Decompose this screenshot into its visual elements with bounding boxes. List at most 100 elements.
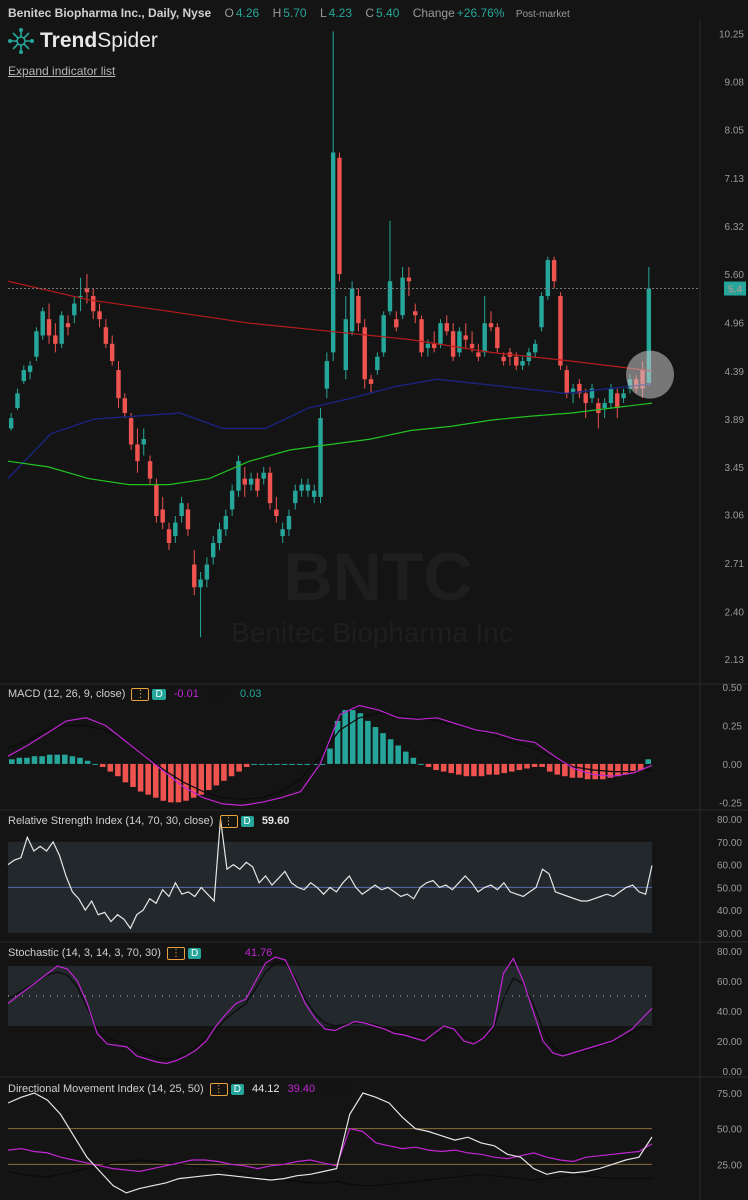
macd-hist-bar bbox=[448, 763, 455, 774]
macd-hist-bar bbox=[62, 754, 68, 764]
candle-body bbox=[236, 461, 241, 491]
macd-hist-bar bbox=[599, 763, 606, 780]
price-tick-label: 3.45 bbox=[725, 463, 745, 474]
candle-body bbox=[122, 398, 128, 414]
candle-body bbox=[242, 478, 247, 485]
candle-body bbox=[444, 323, 450, 332]
candle-body bbox=[8, 418, 14, 429]
candle bbox=[204, 557, 210, 588]
brand-name-rest: Spider bbox=[97, 29, 158, 52]
candle-body bbox=[27, 365, 33, 372]
macd-options-icon[interactable]: ⋮ bbox=[131, 688, 150, 701]
macd-hist-bar bbox=[266, 763, 273, 765]
macd-label: MACD (12, 26, 9, close) bbox=[8, 688, 126, 700]
macd-hist-bar bbox=[410, 757, 417, 764]
macd-hist-bar bbox=[274, 763, 280, 765]
candle-body bbox=[488, 323, 494, 328]
macd-hist-bar bbox=[554, 763, 561, 775]
candle-body bbox=[318, 418, 323, 497]
macd-tick-label: 0.50 bbox=[723, 683, 743, 694]
macd-hist-bar bbox=[54, 754, 61, 764]
price-tick-label: 4.96 bbox=[725, 318, 745, 329]
candle-body bbox=[173, 522, 178, 537]
candle-body bbox=[564, 370, 569, 394]
symbol-title: Benitec Biopharma Inc., Daily, Nyse bbox=[8, 6, 212, 20]
candle bbox=[286, 509, 292, 537]
candle bbox=[141, 428, 146, 456]
candle bbox=[495, 323, 500, 353]
stoch-tick-label: 60.00 bbox=[717, 977, 742, 988]
macd-hist-bar bbox=[471, 763, 477, 777]
macd-signal-value: -0.04 bbox=[206, 688, 232, 700]
dmi-timeframe-badge[interactable]: D bbox=[230, 1084, 244, 1095]
macd-hist-bar bbox=[69, 756, 76, 764]
macd-hist-bar bbox=[221, 763, 227, 781]
stochastic-options-icon[interactable]: ⋮ bbox=[166, 947, 185, 960]
candle bbox=[274, 496, 279, 523]
macd-hist-bar bbox=[168, 763, 174, 803]
candle bbox=[539, 292, 544, 332]
candle bbox=[34, 327, 39, 362]
candle-body bbox=[615, 393, 620, 409]
price-panel bbox=[0, 31, 748, 685]
last-price-label: 5.4 bbox=[728, 285, 742, 296]
stoch-tick-label: 20.00 bbox=[717, 1037, 742, 1048]
candle-body bbox=[602, 403, 607, 409]
candle-body bbox=[457, 331, 462, 353]
candle-body bbox=[330, 152, 336, 353]
candle bbox=[577, 379, 582, 399]
candle bbox=[343, 295, 348, 380]
candle bbox=[160, 496, 165, 530]
candle-body bbox=[469, 343, 475, 349]
macd-hist-bar bbox=[213, 763, 220, 786]
candle-body bbox=[185, 509, 191, 530]
candle bbox=[482, 295, 487, 357]
price-tick-label: 10.25 bbox=[719, 29, 744, 40]
macd-tick-label: -0.25 bbox=[719, 798, 742, 809]
candle bbox=[8, 413, 14, 431]
macd-hist-value: 0.03 bbox=[240, 688, 262, 700]
candle bbox=[476, 343, 481, 362]
rsi-tick-label: 30.00 bbox=[717, 929, 742, 940]
candle-body bbox=[337, 157, 342, 275]
macd-timeframe-badge[interactable]: D bbox=[152, 689, 166, 700]
candle-body bbox=[109, 343, 115, 362]
candle bbox=[570, 383, 576, 404]
macd-hist-bar bbox=[509, 763, 515, 772]
candle-body bbox=[40, 311, 45, 336]
dmi-adx-value: 44.12 bbox=[252, 1083, 280, 1095]
candle-body bbox=[425, 343, 431, 349]
stochastic-timeframe-badge[interactable]: D bbox=[187, 948, 202, 959]
price-tick-label: 9.08 bbox=[725, 78, 745, 89]
price-tick-label: 8.05 bbox=[725, 126, 745, 137]
stochastic-k-value: 41.76 bbox=[244, 947, 273, 959]
rsi-panel bbox=[0, 819, 748, 943]
candle-body bbox=[103, 327, 109, 344]
macd-hist-bar bbox=[562, 763, 568, 777]
macd-hist-bar bbox=[16, 757, 23, 764]
candle-body bbox=[166, 529, 172, 543]
macd-hist-bar bbox=[456, 763, 462, 775]
candle-body bbox=[476, 352, 481, 357]
macd-hist-bar bbox=[334, 720, 341, 764]
dmi-adx-line bbox=[7, 1092, 653, 1194]
rsi-timeframe-badge[interactable]: D bbox=[240, 816, 254, 827]
candle bbox=[596, 398, 601, 429]
candle bbox=[621, 388, 626, 404]
candle-body bbox=[646, 288, 652, 383]
macd-value: -0.01 bbox=[173, 688, 199, 700]
candle-body bbox=[438, 323, 443, 344]
candle bbox=[394, 311, 399, 332]
macd-hist-bar bbox=[569, 763, 576, 778]
candle bbox=[457, 327, 462, 357]
candle bbox=[501, 352, 506, 366]
macd-hist-bar bbox=[327, 748, 333, 764]
expand-indicator-list-link[interactable]: Expand indicator list bbox=[8, 64, 116, 78]
candle-body bbox=[539, 295, 544, 328]
candle bbox=[362, 319, 367, 389]
rsi-options-icon[interactable]: ⋮ bbox=[219, 815, 238, 828]
dmi-options-icon[interactable]: ⋮ bbox=[209, 1083, 228, 1096]
candle-body bbox=[520, 361, 525, 366]
macd-hist-bar bbox=[145, 763, 151, 795]
